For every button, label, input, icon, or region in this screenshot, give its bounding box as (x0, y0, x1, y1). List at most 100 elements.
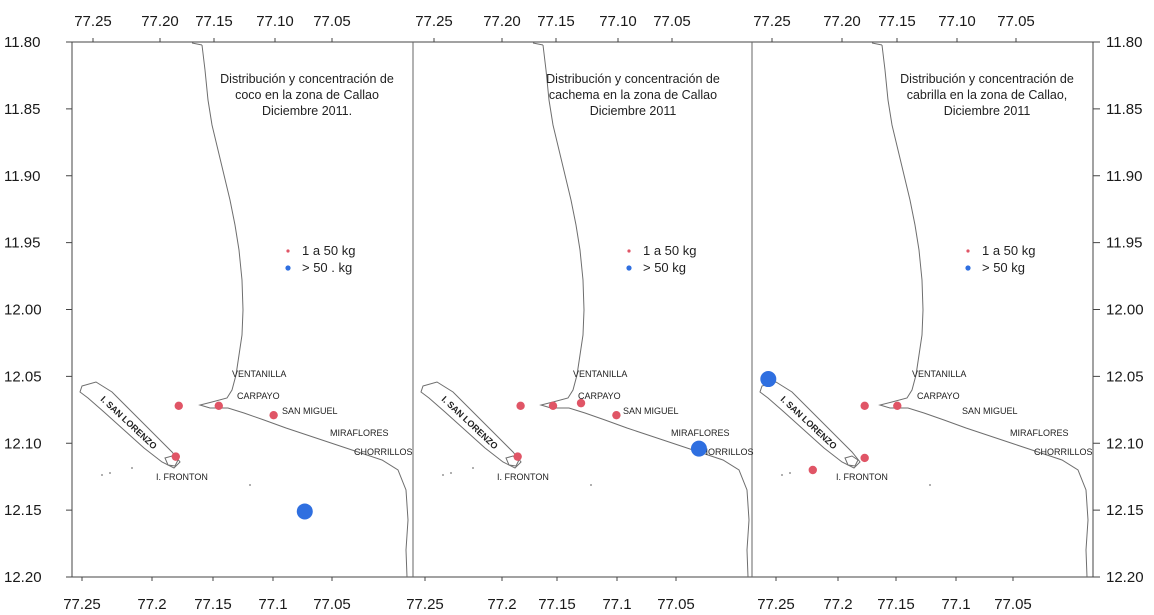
place-label-carpayo: CARPAYO (578, 391, 621, 401)
top-tick-label: 77.15 (537, 13, 575, 30)
place-label-fronton: I. FRONTON (497, 472, 549, 482)
right-tick-label: 11.85 (1106, 101, 1142, 118)
map-frame (71, 41, 1094, 578)
right-tick-label: 11.80 (1106, 34, 1142, 51)
map-title-line: coco en la zona de Callao (235, 88, 379, 102)
legend-small-symbol (627, 249, 631, 253)
catch-point-small (893, 401, 902, 410)
top-tick-label: 77.05 (653, 13, 691, 30)
island-label-san-lorenzo: I. SAN LORENZO (779, 394, 839, 451)
top-tick-label: 77.05 (313, 13, 351, 30)
top-tick-label: 77.15 (878, 13, 916, 30)
coastline (539, 44, 750, 578)
island-san-lorenzo (79, 381, 181, 469)
bottom-tick-label: 77.1 (941, 596, 970, 610)
catch-point-small (214, 401, 223, 410)
place-label-ventanilla: VENTANILLA (232, 369, 286, 379)
top-tick-label: 77.05 (997, 13, 1035, 30)
left-tick-label: 11.95 (4, 235, 40, 252)
map-panel-3: I. SAN LORENZO I. FRONTON VENTANILLA CARPAY… (759, 42, 1093, 578)
legend-label: 1 a 50 kg (643, 243, 697, 258)
bottom-tick-label: 77.2 (137, 596, 166, 610)
islet (109, 472, 111, 474)
left-tick-label: 11.85 (4, 101, 40, 118)
top-tick-label: 77.25 (74, 13, 112, 30)
catch-point-small (516, 401, 525, 410)
bottom-tick-label: 77.25 (406, 596, 444, 610)
legend-label: > 50 . kg (302, 260, 352, 275)
bottom-tick-label: 77.15 (538, 596, 576, 610)
catch-point-small (513, 452, 522, 461)
legend-label: > 50 kg (982, 260, 1025, 275)
place-label-miraflores: MIRAFLORES (330, 428, 389, 438)
coastline (198, 44, 409, 578)
place-label-carpayo: CARPAYO (917, 391, 960, 401)
map-title-line: cachema en la zona de Callao (549, 88, 717, 102)
islet (249, 484, 251, 486)
island-san-lorenzo (420, 381, 522, 469)
place-label-san-miguel: SAN MIGUEL (282, 406, 338, 416)
coastline-north (532, 42, 544, 46)
catch-point-small (174, 401, 183, 410)
top-tick-label: 77.10 (599, 13, 637, 30)
island-san-lorenzo (759, 381, 861, 469)
catch-point-small (612, 410, 621, 420)
axis-ticks: 77.25 77.20 77.15 77.10 77.05 77.25 77.20 77.15… (4, 13, 1144, 613)
catch-point-small (860, 401, 869, 410)
catch-point-small (269, 410, 278, 420)
top-tick-label: 77.25 (415, 13, 453, 30)
map-title-line: Diciembre 2011. (262, 104, 352, 118)
place-label-chorrillos: CHORRILLOS (695, 447, 754, 457)
legend-small-symbol (966, 249, 970, 253)
legend-label: > 50 kg (643, 260, 686, 275)
place-label-miraflores: MIRAFLORES (671, 428, 730, 438)
map-title-line: cabrilla en la zona de Callao, (907, 88, 1068, 102)
top-tick-label: 77.25 (753, 13, 791, 30)
map-title-line: Distribución y concentración de (900, 72, 1074, 86)
catch-point-small (860, 453, 869, 463)
island-label-san-lorenzo: I. SAN LORENZO (440, 394, 500, 451)
bottom-tick-label: 77.25 (63, 596, 101, 610)
bottom-tick-label: 77.2 (487, 596, 516, 610)
map-title-line: Distribución y concentración de (546, 72, 720, 86)
catch-point-large (690, 440, 707, 457)
map-title-line: Diciembre 2011 (944, 104, 1031, 118)
map-title-line: Distribución y concentración de (220, 72, 394, 86)
islet (590, 484, 592, 486)
top-tick-label: 77.10 (938, 13, 976, 30)
legend-large-symbol (965, 265, 971, 271)
left-tick-label: 12.00 (4, 302, 42, 319)
place-label-ventanilla: VENTANILLA (912, 369, 966, 379)
right-tick-label: 12.05 (1106, 368, 1144, 385)
bottom-tick-label: 77.25 (757, 596, 795, 610)
right-tick-label: 12.00 (1106, 302, 1144, 319)
panel-frames (71, 41, 1094, 578)
catch-point-small (808, 465, 817, 475)
place-label-carpayo: CARPAYO (237, 391, 280, 401)
islet (472, 467, 474, 469)
catch-point-small (548, 401, 558, 410)
islet (789, 472, 791, 474)
legend-label: 1 a 50 kg (982, 243, 1036, 258)
place-label-chorrillos: CHORRILLOS (1034, 447, 1093, 457)
legend-small-symbol (286, 249, 290, 253)
top-tick-label: 77.20 (141, 13, 179, 30)
bottom-tick-label: 77.05 (994, 596, 1032, 610)
right-tick-label: 12.20 (1106, 569, 1144, 586)
left-tick-label: 11.90 (4, 168, 40, 185)
place-label-ventanilla: VENTANILLA (573, 369, 627, 379)
catch-point-small (576, 398, 586, 408)
islet (101, 474, 103, 476)
top-tick-label: 77.15 (195, 13, 233, 30)
map-panel-2: I. SAN LORENZO I. FRONTON VENTANILLA CARPAY… (420, 42, 754, 578)
bottom-tick-label: 77.2 (823, 596, 852, 610)
place-label-san-miguel: SAN MIGUEL (962, 406, 1018, 416)
place-label-san-miguel: SAN MIGUEL (623, 406, 679, 416)
place-label-chorrillos: CHORRILLOS (354, 447, 413, 457)
bottom-tick-label: 77.1 (602, 596, 631, 610)
bottom-tick-label: 77.15 (194, 596, 232, 610)
panel-maps: I. SAN LORENZO I. FRONTON VENTANILLA CARPAY… (79, 42, 1093, 578)
left-tick-label: 12.15 (4, 502, 42, 519)
